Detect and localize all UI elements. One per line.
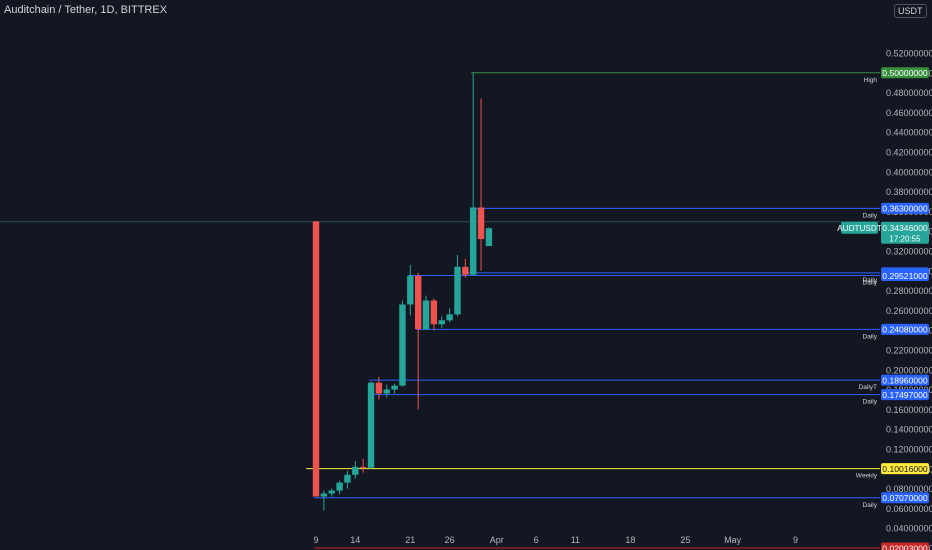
level-tag: Weekly xyxy=(856,473,878,480)
y-tick-label: 0.46000000 xyxy=(886,108,932,118)
candle-body xyxy=(383,389,390,394)
y-tick-label: 0.40000000 xyxy=(886,167,932,177)
candle-body xyxy=(367,382,375,468)
y-tick-label: 0.52000000 xyxy=(886,49,932,59)
level-tag: Daily xyxy=(863,399,878,406)
candle-body xyxy=(375,382,383,394)
level-tag: Daily xyxy=(863,212,878,219)
current-price-label: 0.34346000 xyxy=(882,223,928,233)
candle-body xyxy=(422,300,430,330)
level-price-badge xyxy=(881,542,929,550)
y-tick-label: 0.28000000 xyxy=(886,286,932,296)
candle-body xyxy=(391,385,398,390)
symbol-label: AUDTUSDT xyxy=(837,224,882,233)
x-tick-label: 11 xyxy=(571,535,580,545)
level-price-label: 0.50000000 xyxy=(882,68,928,78)
symbol-badge xyxy=(841,221,878,234)
candle-body xyxy=(312,221,320,497)
y-tick-label: 0.14000000 xyxy=(886,425,932,435)
x-tick-label: Apr xyxy=(490,535,504,545)
level-tag: Daily xyxy=(863,280,878,287)
candle-body xyxy=(446,314,453,321)
candle-body xyxy=(454,266,461,315)
x-tick-label: 9 xyxy=(793,535,798,545)
level-tag: Daily xyxy=(863,502,878,509)
x-tick-label: 9 xyxy=(313,535,318,545)
candle-body xyxy=(462,266,469,275)
level-price-badge xyxy=(881,202,929,214)
level-price-label: 0.17497000 xyxy=(882,390,928,400)
y-tick-label: 0.22000000 xyxy=(886,346,932,356)
y-tick-label: 0.32000000 xyxy=(886,247,932,257)
chart-title: Auditchain / Tether, 1D, BITTREX xyxy=(4,4,168,16)
x-tick-label: 6 xyxy=(534,535,539,545)
x-tick-label: 18 xyxy=(625,535,635,545)
x-tick-label: 21 xyxy=(405,535,415,545)
level-price-badge xyxy=(881,492,929,504)
y-tick-label: 0.26000000 xyxy=(886,306,932,316)
y-tick-label: 0.42000000 xyxy=(886,148,932,158)
level-price-badge xyxy=(881,374,929,386)
candle-body xyxy=(359,466,367,468)
y-tick-label: 0.12000000 xyxy=(886,445,932,455)
candle-body xyxy=(328,490,335,494)
y-tick-label: 0.44000000 xyxy=(886,128,932,138)
candle-body xyxy=(414,275,422,330)
level-price-label: 0.29521000 xyxy=(882,271,928,281)
y-tick-label: 0.04000000 xyxy=(886,524,932,534)
candle-body xyxy=(336,482,343,491)
y-tick-label: 0.20000000 xyxy=(886,365,932,375)
level-price-label: 0.02003000 xyxy=(882,543,928,550)
level-price-label: 0.07070000 xyxy=(882,493,928,503)
x-tick-label: 25 xyxy=(680,535,690,545)
countdown-label: 17:20:55 xyxy=(889,234,921,243)
candle-body xyxy=(438,320,445,325)
level-price-label: 0.10016000 xyxy=(882,464,928,474)
level-tag: Daily xyxy=(863,277,878,284)
candle-body xyxy=(352,466,359,475)
candle-body xyxy=(344,474,351,483)
candle-body xyxy=(320,493,328,497)
level-tag: DailyT xyxy=(859,384,877,391)
level-price-badge xyxy=(881,323,929,335)
level-price-badge xyxy=(881,67,929,79)
current-price-badge xyxy=(881,221,929,244)
candle-body xyxy=(477,207,485,240)
level-tag: High xyxy=(864,77,878,84)
y-tick-label: 0.06000000 xyxy=(886,504,932,514)
candle-body xyxy=(430,300,438,325)
level-tag: Daily xyxy=(863,333,878,340)
candle-body xyxy=(485,228,493,247)
level-price-badge xyxy=(881,463,929,475)
y-tick-label: 0.38000000 xyxy=(886,187,932,197)
x-tick-label: 26 xyxy=(445,535,455,545)
candle-body xyxy=(470,207,477,275)
candle-body xyxy=(407,275,414,305)
x-tick-label: 14 xyxy=(350,535,360,545)
level-price-label: 0.18960000 xyxy=(882,375,928,385)
level-price-label: 0.24080000 xyxy=(882,325,928,335)
y-tick-label: 0.48000000 xyxy=(886,88,932,98)
level-price-badge xyxy=(881,270,929,282)
candle-body xyxy=(399,304,406,386)
y-tick-label: 0.16000000 xyxy=(886,405,932,415)
y-tick-label: 0.08000000 xyxy=(886,484,932,494)
level-price-badge xyxy=(881,389,929,401)
x-tick-label: May xyxy=(724,535,742,545)
currency-badge[interactable]: USDT xyxy=(894,4,927,18)
level-price-label: 0.36300000 xyxy=(882,204,928,214)
